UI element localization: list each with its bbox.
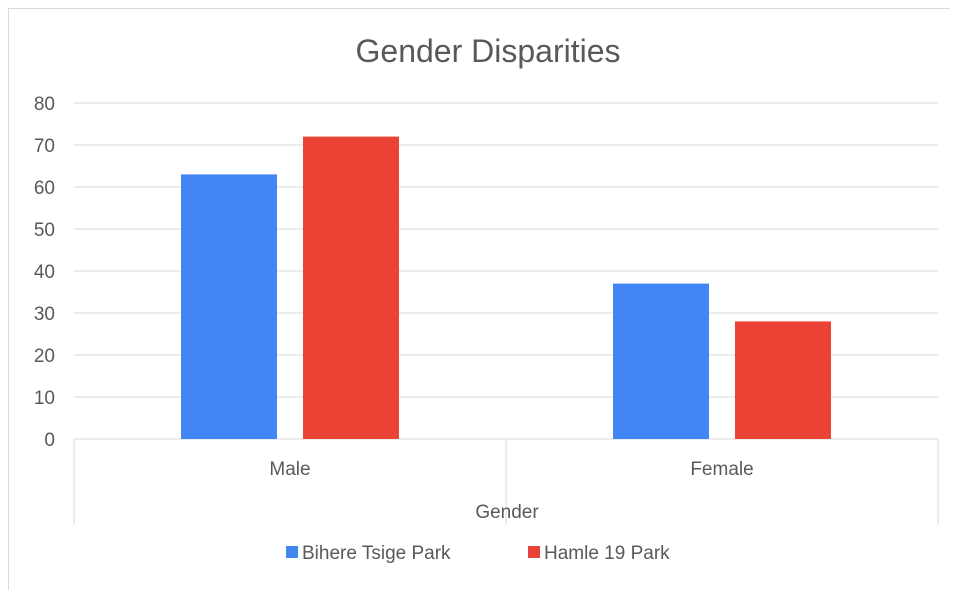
legend-label-hamle-19-park: Hamle 19 Park: [544, 543, 670, 564]
category-axis-frame: [73, 439, 939, 525]
legend-swatch-bihere-tsige-park: [286, 546, 298, 558]
bar-hamle-19-park-male: [303, 136, 399, 439]
y-tick-label: 80: [34, 94, 55, 115]
y-tick-label: 50: [34, 220, 55, 241]
chart-title: Gender Disparities: [356, 33, 621, 69]
y-tick-label: 10: [34, 388, 55, 409]
y-tick-label: 60: [34, 178, 55, 199]
y-tick-label: 40: [34, 262, 55, 283]
x-axis-title: Gender: [475, 502, 539, 523]
y-tick-label: 20: [34, 346, 55, 367]
legend: Bihere Tsige Park Hamle 19 Park: [286, 543, 670, 564]
y-tick-label: 30: [34, 304, 55, 325]
bar-hamle-19-park-female: [735, 321, 831, 439]
x-axis-ticks: Male Female: [269, 459, 753, 480]
y-tick-label: 70: [34, 136, 55, 157]
bar-bihere-tsige-park-male: [181, 174, 277, 439]
y-axis-ticks: 0 10 20 30 40 50 60 70 80: [34, 94, 55, 451]
legend-label-bihere-tsige-park: Bihere Tsige Park: [302, 543, 451, 564]
legend-swatch-hamle-19-park: [528, 546, 540, 558]
y-tick-label: 0: [44, 430, 55, 451]
bar-bihere-tsige-park-female: [613, 283, 709, 439]
chart-frame: [8, 8, 950, 590]
x-tick-label-female: Female: [690, 459, 753, 480]
x-tick-label-male: Male: [269, 459, 310, 480]
bars: [181, 136, 831, 439]
